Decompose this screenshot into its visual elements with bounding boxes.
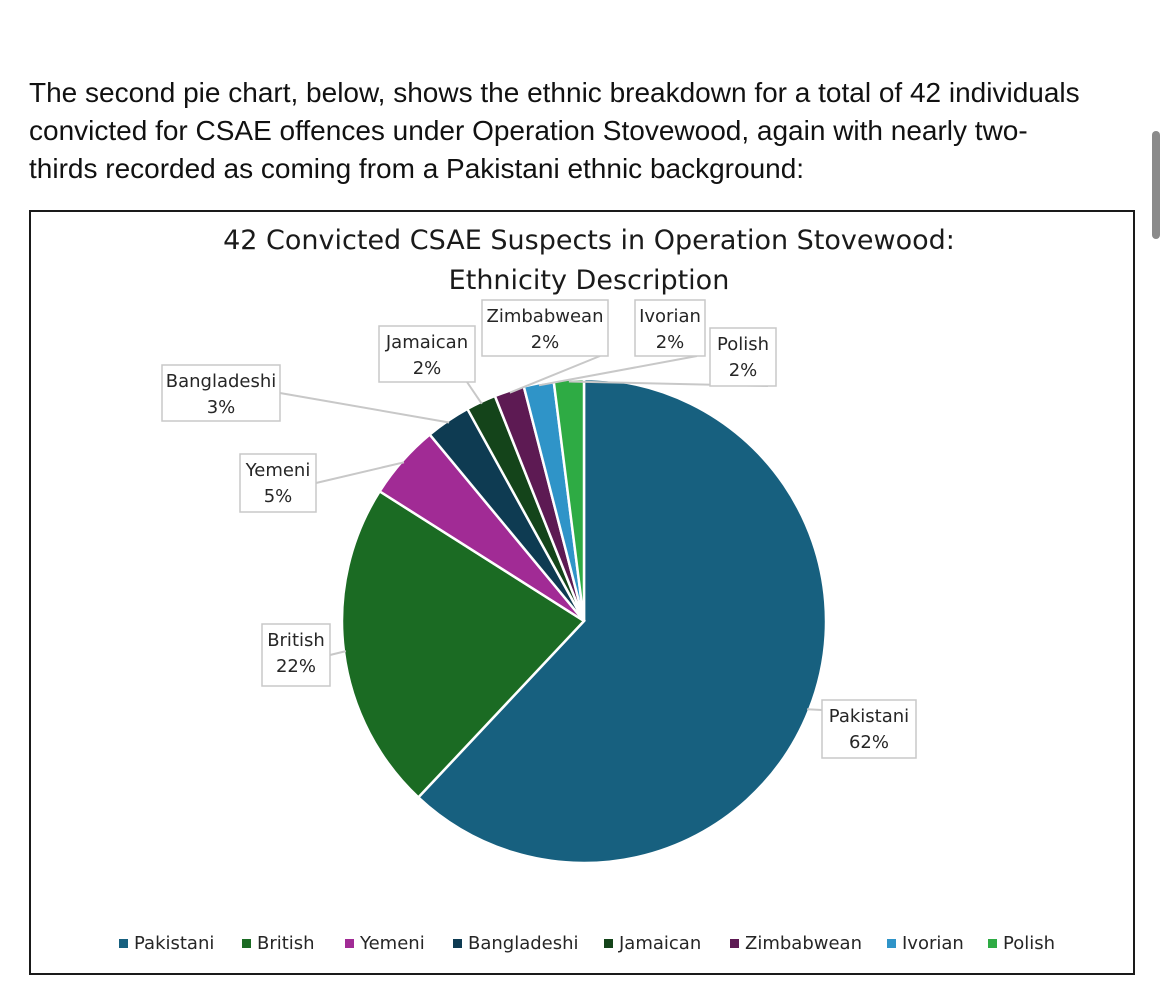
data-label-box-yemeni [239,453,317,513]
data-label-box-zimbabwean [481,299,609,357]
pie-chart-frame: 42 Convicted CSAE Suspects in Operation … [29,210,1135,975]
data-label-name-bangladeshi: Bangladeshi [166,371,277,392]
pie-slices [340,377,828,865]
pie-chart: 42 Convicted CSAE Suspects in Operation … [119,225,1055,954]
data-label-value-bangladeshi: 3% [207,397,236,418]
legend-entry-polish: Polish [1003,933,1055,954]
data-label-name-zimbabwean: Zimbabwean [487,306,604,327]
leader-line-ivorian [538,355,698,387]
leader-line-pakistani [807,708,823,711]
leader-line-jamaican [466,381,483,405]
legend: Pakistani British Yemeni Bangladeshi Jamaica… [119,933,1055,954]
data-label-name-ivorian: Ivorian [639,306,701,327]
leader-line-zimbabwean [509,355,601,394]
legend-entry-british: British [257,933,315,954]
legend-entry-zimbabwean: Zimbabwean [745,933,862,954]
data-label-value-pakistani: 62% [849,732,889,753]
data-label-name-polish: Polish [717,334,769,355]
legend-entry-pakistani: Pakistani [134,933,214,954]
legend-swatch-bangladeshi [453,939,462,948]
legend-swatch-polish [988,939,997,948]
data-label-name-jamaican: Jamaican [385,332,468,353]
data-label-name-pakistani: Pakistani [829,706,909,727]
chart-title-line-1: 42 Convicted CSAE Suspects in Operation … [223,225,955,256]
data-label-value-yemeni: 5% [264,486,293,507]
leader-line-yemeni [315,461,405,484]
legend-swatch-pakistani [119,939,128,948]
intro-line-3: thirds recorded as coming from a Pakista… [29,153,805,184]
intro-line-1: The second pie chart, below, shows the e… [29,77,1080,108]
legend-swatch-jamaican [604,939,613,948]
data-label-value-jamaican: 2% [413,358,442,379]
data-label-value-british: 22% [276,656,316,677]
data-label-box-jamaican [378,325,476,383]
intro-paragraph: The second pie chart, below, shows the e… [29,74,1139,188]
leader-line-bangladeshi [279,392,450,424]
chart-title-line-2: Ethnicity Description [449,265,730,296]
data-labels: Pakistani 62% British 22% Yemeni 5% Bangladesh… [161,299,917,759]
legend-swatch-british [242,939,251,948]
data-label-name-yemeni: Yemeni [245,460,311,481]
data-label-box-ivorian [634,299,706,357]
data-label-name-british: British [267,630,325,651]
scrollbar-thumb[interactable] [1152,131,1160,239]
data-label-value-polish: 2% [729,360,758,381]
data-label-box-british [261,623,331,687]
legend-swatch-yemeni [345,939,354,948]
data-label-value-zimbabwean: 2% [531,332,560,353]
leader-line-british [329,650,347,656]
data-label-box-bangladeshi [161,364,281,422]
legend-entry-jamaican: Jamaican [618,933,701,954]
legend-entry-yemeni: Yemeni [359,933,425,954]
data-label-box-polish [709,327,777,387]
legend-swatch-ivorian [887,939,896,948]
intro-line-2: convicted for CSAE offences under Operat… [29,115,1028,146]
legend-swatch-zimbabwean [730,939,739,948]
data-label-box-pakistani [821,699,917,759]
legend-entry-ivorian: Ivorian [902,933,964,954]
legend-entry-bangladeshi: Bangladeshi [468,933,579,954]
data-label-value-ivorian: 2% [656,332,685,353]
